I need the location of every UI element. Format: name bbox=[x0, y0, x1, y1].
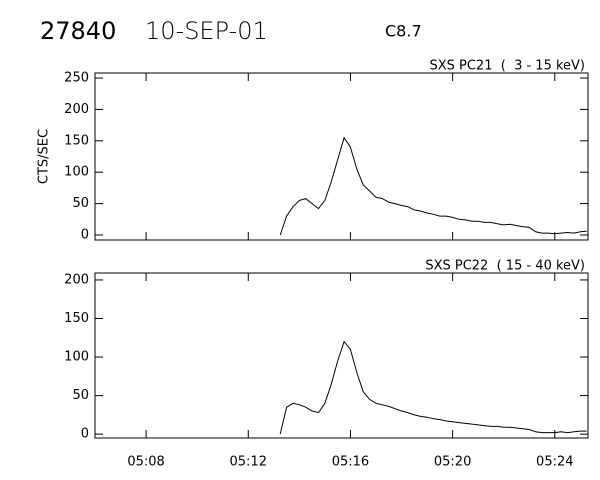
panel-label: SXS PC21 ( 3 - 15 keV) bbox=[429, 59, 585, 74]
y-tick-label: 100 bbox=[64, 350, 89, 365]
y-tick-label: 100 bbox=[64, 165, 89, 180]
y-tick-label: 200 bbox=[64, 102, 89, 117]
x-tick-label: 05:12 bbox=[230, 455, 267, 470]
y-tick-label: 200 bbox=[64, 272, 89, 287]
event-date: 10-SEP-01 bbox=[145, 17, 268, 45]
x-tick-label: 05:16 bbox=[332, 455, 369, 470]
y-tick-label: 50 bbox=[72, 196, 89, 211]
event-number: 27840 bbox=[40, 17, 116, 45]
data-line bbox=[279, 340, 587, 435]
y-tick-label: 0 bbox=[81, 427, 89, 442]
y-tick-label: 250 bbox=[64, 71, 89, 86]
x-tick-label: 05:24 bbox=[536, 455, 573, 470]
y-axis-label: CTS/SEC bbox=[37, 129, 52, 184]
x-tick-label: 05:20 bbox=[434, 455, 471, 470]
data-line bbox=[279, 136, 587, 236]
y-tick-label: 150 bbox=[64, 133, 89, 148]
y-tick-label: 50 bbox=[72, 388, 89, 403]
plot-frame bbox=[94, 272, 589, 439]
panel-label: SXS PC22 ( 15 - 40 keV) bbox=[425, 259, 585, 274]
y-tick-label: 0 bbox=[81, 227, 89, 242]
y-tick-label: 150 bbox=[64, 311, 89, 326]
x-tick-label: 05:08 bbox=[127, 455, 164, 470]
plot-frame bbox=[94, 72, 589, 241]
flare-class: C8.7 bbox=[385, 22, 422, 41]
